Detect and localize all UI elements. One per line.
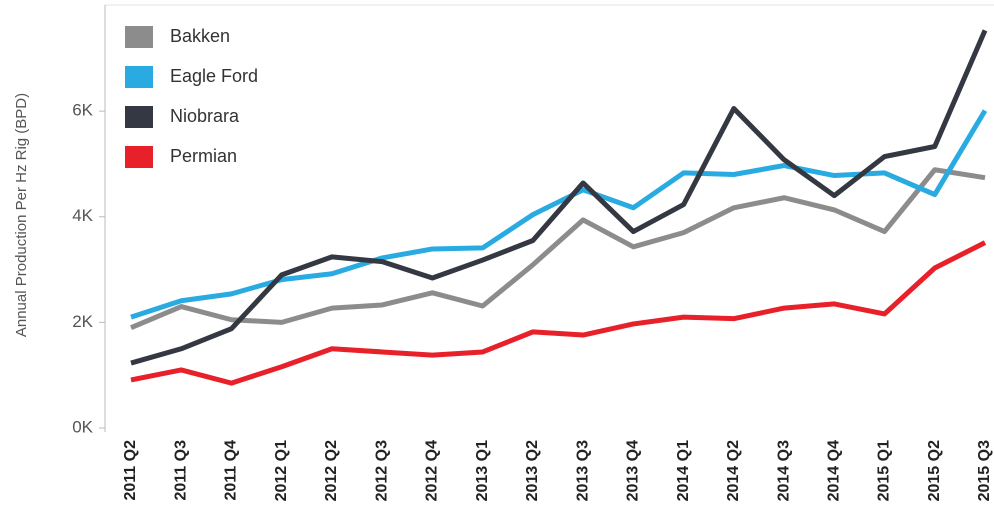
legend-swatch bbox=[125, 26, 153, 48]
x-tick-label: 2015 Q1 bbox=[876, 440, 893, 501]
x-tick-label: 2014 Q3 bbox=[775, 440, 792, 501]
series-line bbox=[130, 167, 986, 330]
legend-swatch bbox=[125, 106, 153, 128]
x-tick-label: 2015 Q3 bbox=[976, 440, 993, 501]
x-tick-label: 2012 Q2 bbox=[323, 440, 340, 501]
x-tick-label: 2015 Q2 bbox=[926, 440, 943, 501]
x-tick-label: 2013 Q4 bbox=[625, 440, 642, 501]
x-tick-label: 2014 Q2 bbox=[725, 440, 742, 501]
y-tick-label: 4K bbox=[72, 206, 93, 225]
legend-label: Niobrara bbox=[170, 106, 240, 126]
x-tick-label: 2014 Q1 bbox=[675, 440, 692, 501]
x-tick-label: 2013 Q2 bbox=[524, 440, 541, 501]
y-tick-label: 6K bbox=[72, 101, 93, 120]
x-tick-label: 2013 Q1 bbox=[474, 440, 491, 501]
legend-label: Bakken bbox=[170, 26, 230, 46]
x-tick-label: 2011 Q4 bbox=[223, 440, 240, 501]
series-line bbox=[130, 240, 987, 386]
x-tick-label: 2014 Q4 bbox=[826, 440, 843, 501]
legend-label: Eagle Ford bbox=[170, 66, 258, 86]
series-line bbox=[130, 29, 988, 366]
legend-swatch bbox=[125, 66, 153, 88]
x-tick-label: 2012 Q3 bbox=[373, 440, 390, 501]
y-axis-label: Annual Production Per Hz Rig (BPD) bbox=[13, 93, 30, 337]
x-tick-label: 2012 Q4 bbox=[424, 440, 441, 501]
legend-label: Permian bbox=[170, 146, 237, 166]
x-tick-label: 2011 Q3 bbox=[172, 440, 189, 501]
legend-swatch bbox=[125, 146, 153, 168]
y-tick-label: 0K bbox=[72, 417, 93, 436]
x-tick-label: 2011 Q2 bbox=[122, 440, 139, 501]
x-tick-label: 2013 Q3 bbox=[574, 440, 591, 501]
y-tick-label: 2K bbox=[72, 312, 93, 331]
x-tick-label: 2012 Q1 bbox=[273, 440, 290, 501]
